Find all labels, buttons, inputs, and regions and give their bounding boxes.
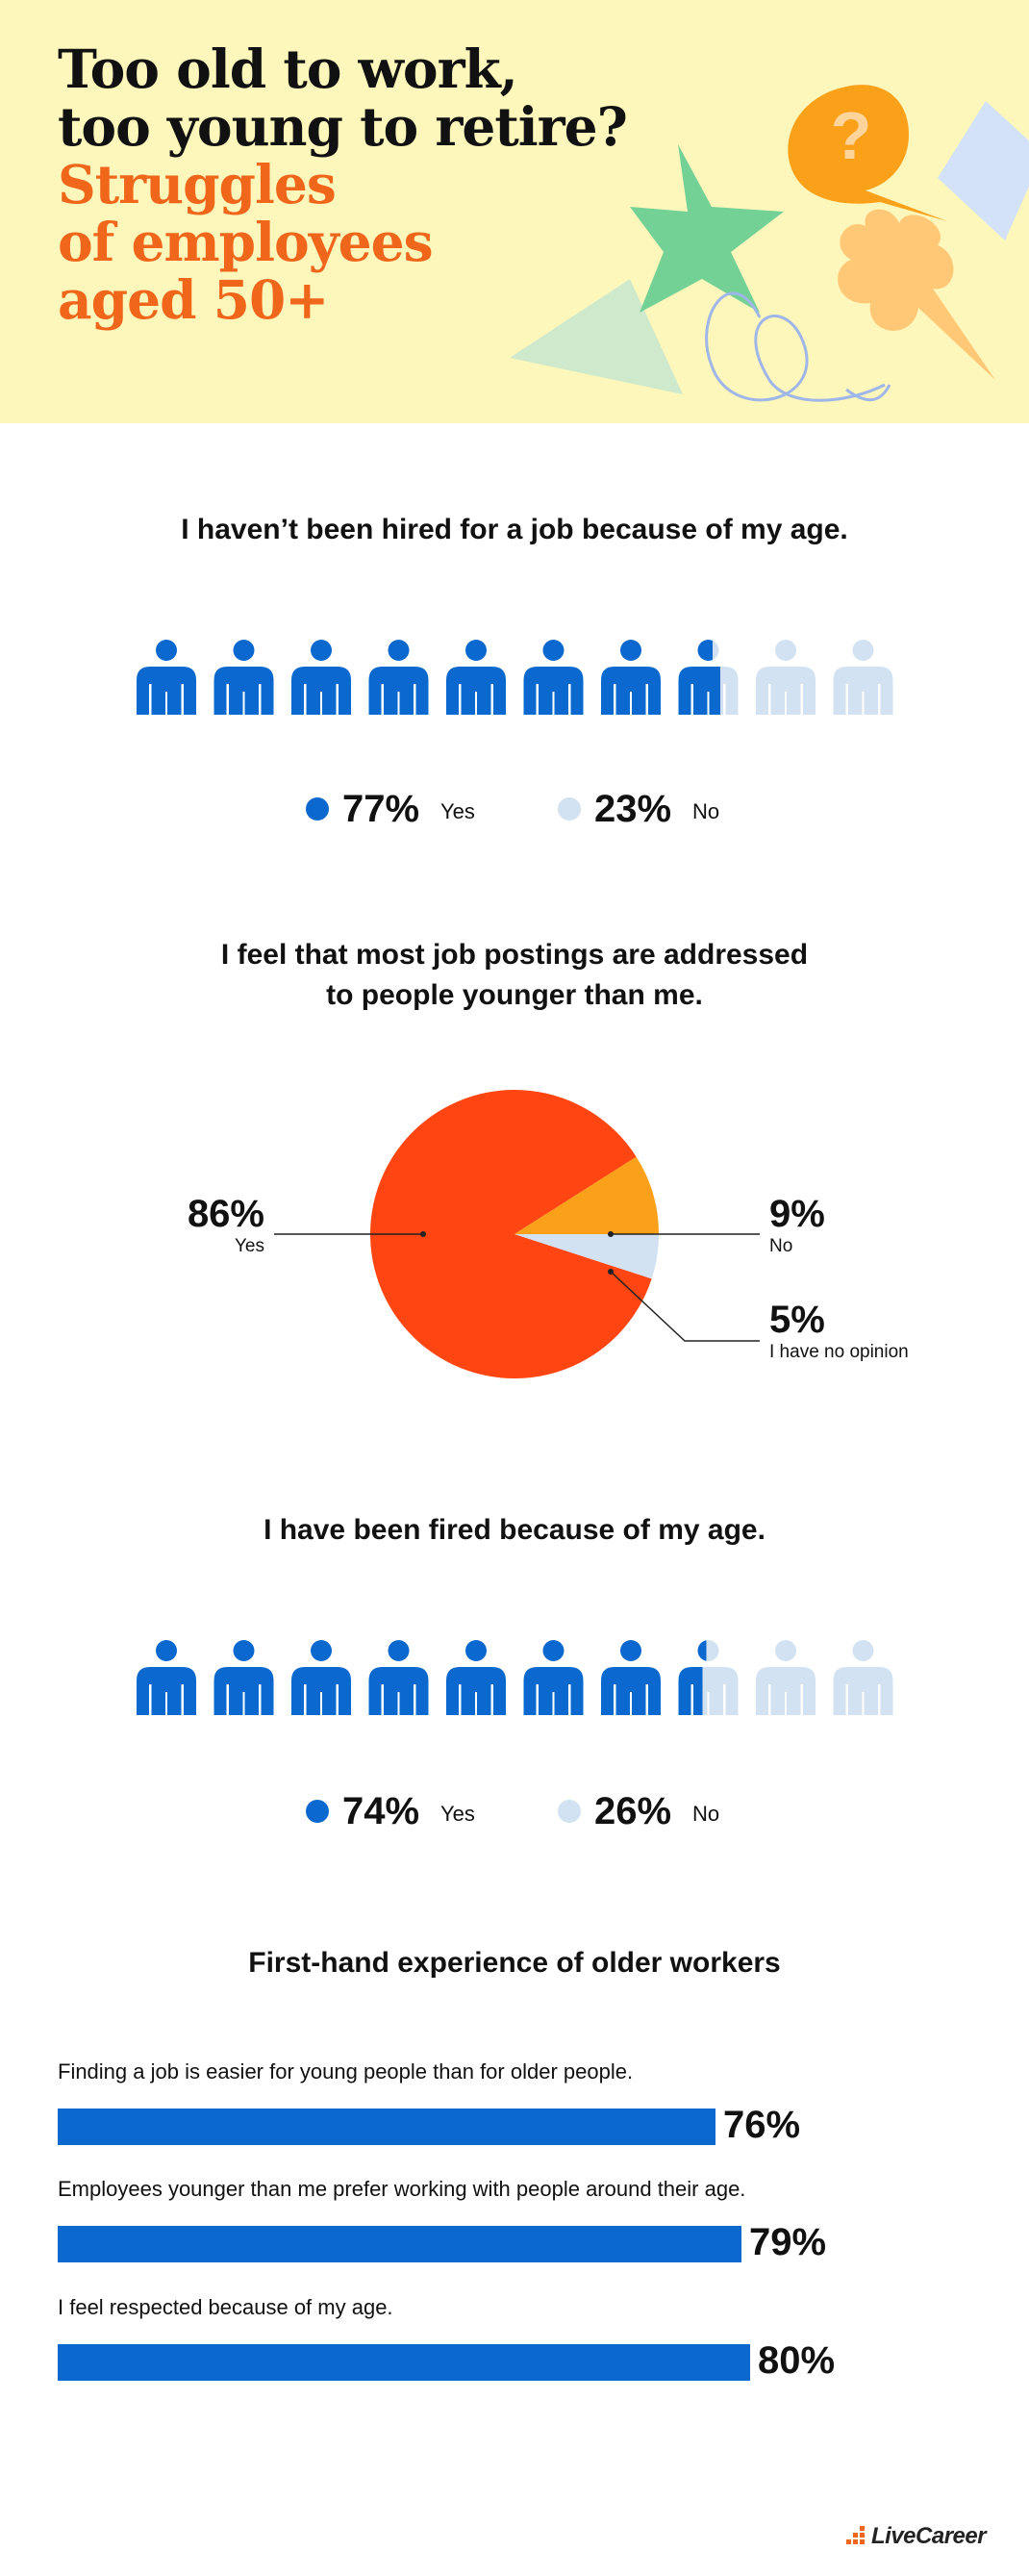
chart-3-title: I have been fired because of my age. <box>264 1514 765 1546</box>
person-icon <box>678 640 739 715</box>
bar-value-label: 79% <box>749 2221 827 2263</box>
pie-name-yes: Yes <box>235 1236 264 1256</box>
pie-name-no-opinion: I have no opinion <box>769 1342 909 1362</box>
title-line: too young to retire? <box>58 95 628 158</box>
person-icon <box>523 1640 584 1715</box>
bar <box>58 2344 750 2381</box>
blue-curve-shape <box>845 384 891 402</box>
legend-dot-yes <box>306 1800 329 1823</box>
person-icon <box>368 1640 429 1715</box>
pie-value-no: 9% <box>769 1193 825 1235</box>
legend-label-yes: Yes <box>440 1802 475 1826</box>
person-icon <box>601 640 661 715</box>
person-icon <box>213 640 274 715</box>
person-icon <box>756 640 816 715</box>
pictogram-hired <box>137 640 893 715</box>
logo-icon <box>846 2526 865 2544</box>
pie-label-no: 9% No <box>769 1193 825 1258</box>
leader-dot-no <box>608 1231 614 1237</box>
legend-dot-no <box>558 1800 581 1823</box>
page-title: Too old to work, too young to retire? St… <box>58 38 628 331</box>
orange-flower-shape <box>838 209 995 380</box>
brand-name: LiveCareer <box>871 2523 987 2549</box>
chart-2-title: I feel that most job postings are addres… <box>0 935 1029 1016</box>
person-icon <box>523 640 584 715</box>
bar-row: I feel respected because of my age. 80% <box>58 2294 981 2382</box>
pie-label-no-opinion: 5% I have no opinion <box>769 1299 909 1364</box>
pie-slice-no-opinion <box>514 1234 659 1279</box>
pie-value-no-opinion: 5% <box>769 1299 825 1341</box>
blue-loop-shape <box>705 291 886 402</box>
person-icon <box>833 1640 893 1715</box>
speech-bubble-shape <box>788 85 947 222</box>
legend-value-yes: 74% <box>342 1790 420 1832</box>
legend-label-no: No <box>692 1802 720 1826</box>
chart-2-title-line: to people younger than me. <box>326 979 703 1011</box>
legend-label-no: No <box>692 799 720 823</box>
title-line: Too old to work, <box>58 38 518 100</box>
bar-row: Finding a job is easier for young people… <box>58 2058 981 2146</box>
person-icon <box>368 640 429 715</box>
subtitle-line: Struggles <box>58 153 337 215</box>
chart-1-title: I haven’t been hired for a job because o… <box>181 514 848 545</box>
question-mark-icon: ? <box>831 98 872 173</box>
bar <box>58 2226 741 2262</box>
subtitle-line: aged 50+ <box>58 268 329 331</box>
person-icon <box>291 640 351 715</box>
blue-diamond-shape <box>938 101 1029 240</box>
legend-dot-no <box>558 797 581 821</box>
person-icon <box>601 1640 661 1715</box>
subtitle-line: of employees <box>58 211 434 273</box>
bar-category-label: I feel respected because of my age. <box>58 2295 393 2319</box>
pie-slice-no <box>514 1156 659 1234</box>
pictogram-fired <box>137 1640 893 1715</box>
pie-svg <box>274 1090 760 1378</box>
chart-2-title-line: I feel that most job postings are addres… <box>220 939 809 971</box>
bar-category-label: Employees younger than me prefer working… <box>58 2177 746 2201</box>
legend-fired: 74% Yes 26% No <box>0 1787 1029 1835</box>
bar-value-label: 76% <box>723 2104 801 2146</box>
person-icon <box>137 1640 196 1715</box>
person-icon <box>678 1640 739 1715</box>
pie-chart-job-postings: 86% Yes 9% No 5% I have no opinion <box>0 1058 1029 1424</box>
legend-label-yes: Yes <box>440 799 475 823</box>
person-icon <box>446 1640 506 1715</box>
leader-dot-yes <box>420 1231 426 1237</box>
legend-value-yes: 77% <box>342 788 420 830</box>
person-icon <box>756 1640 816 1715</box>
legend-dot-yes <box>306 797 329 821</box>
chart-4-title: First-hand experience of older workers <box>248 1947 781 1979</box>
leader-dot-no-opinion <box>608 1269 614 1275</box>
bar-row: Employees younger than me prefer working… <box>58 2176 981 2263</box>
bar-value-label: 80% <box>758 2339 836 2382</box>
header-decoration: ? <box>510 85 1029 402</box>
header-banner: ? Too old to work, too young to retire? … <box>0 0 1029 423</box>
person-icon <box>137 640 196 715</box>
bar <box>58 2109 715 2145</box>
green-star-shape <box>630 144 784 313</box>
pie-slice-yes <box>369 1090 652 1378</box>
legend-hired: 77% Yes 23% No <box>0 785 1029 833</box>
person-icon <box>833 640 893 715</box>
person-icon <box>291 1640 351 1715</box>
person-icon <box>213 1640 274 1715</box>
legend-value-no: 23% <box>594 788 672 830</box>
legend-value-no: 26% <box>594 1790 672 1832</box>
green-triangle-shape <box>510 279 683 394</box>
bar-category-label: Finding a job is easier for young people… <box>58 2059 634 2084</box>
pie-label-yes: 86% Yes <box>154 1193 264 1258</box>
leader-line-no-opinion <box>610 1271 760 1342</box>
person-icon <box>446 640 506 715</box>
pie-name-no: No <box>769 1236 793 1256</box>
pie-value-yes: 86% <box>187 1193 264 1235</box>
